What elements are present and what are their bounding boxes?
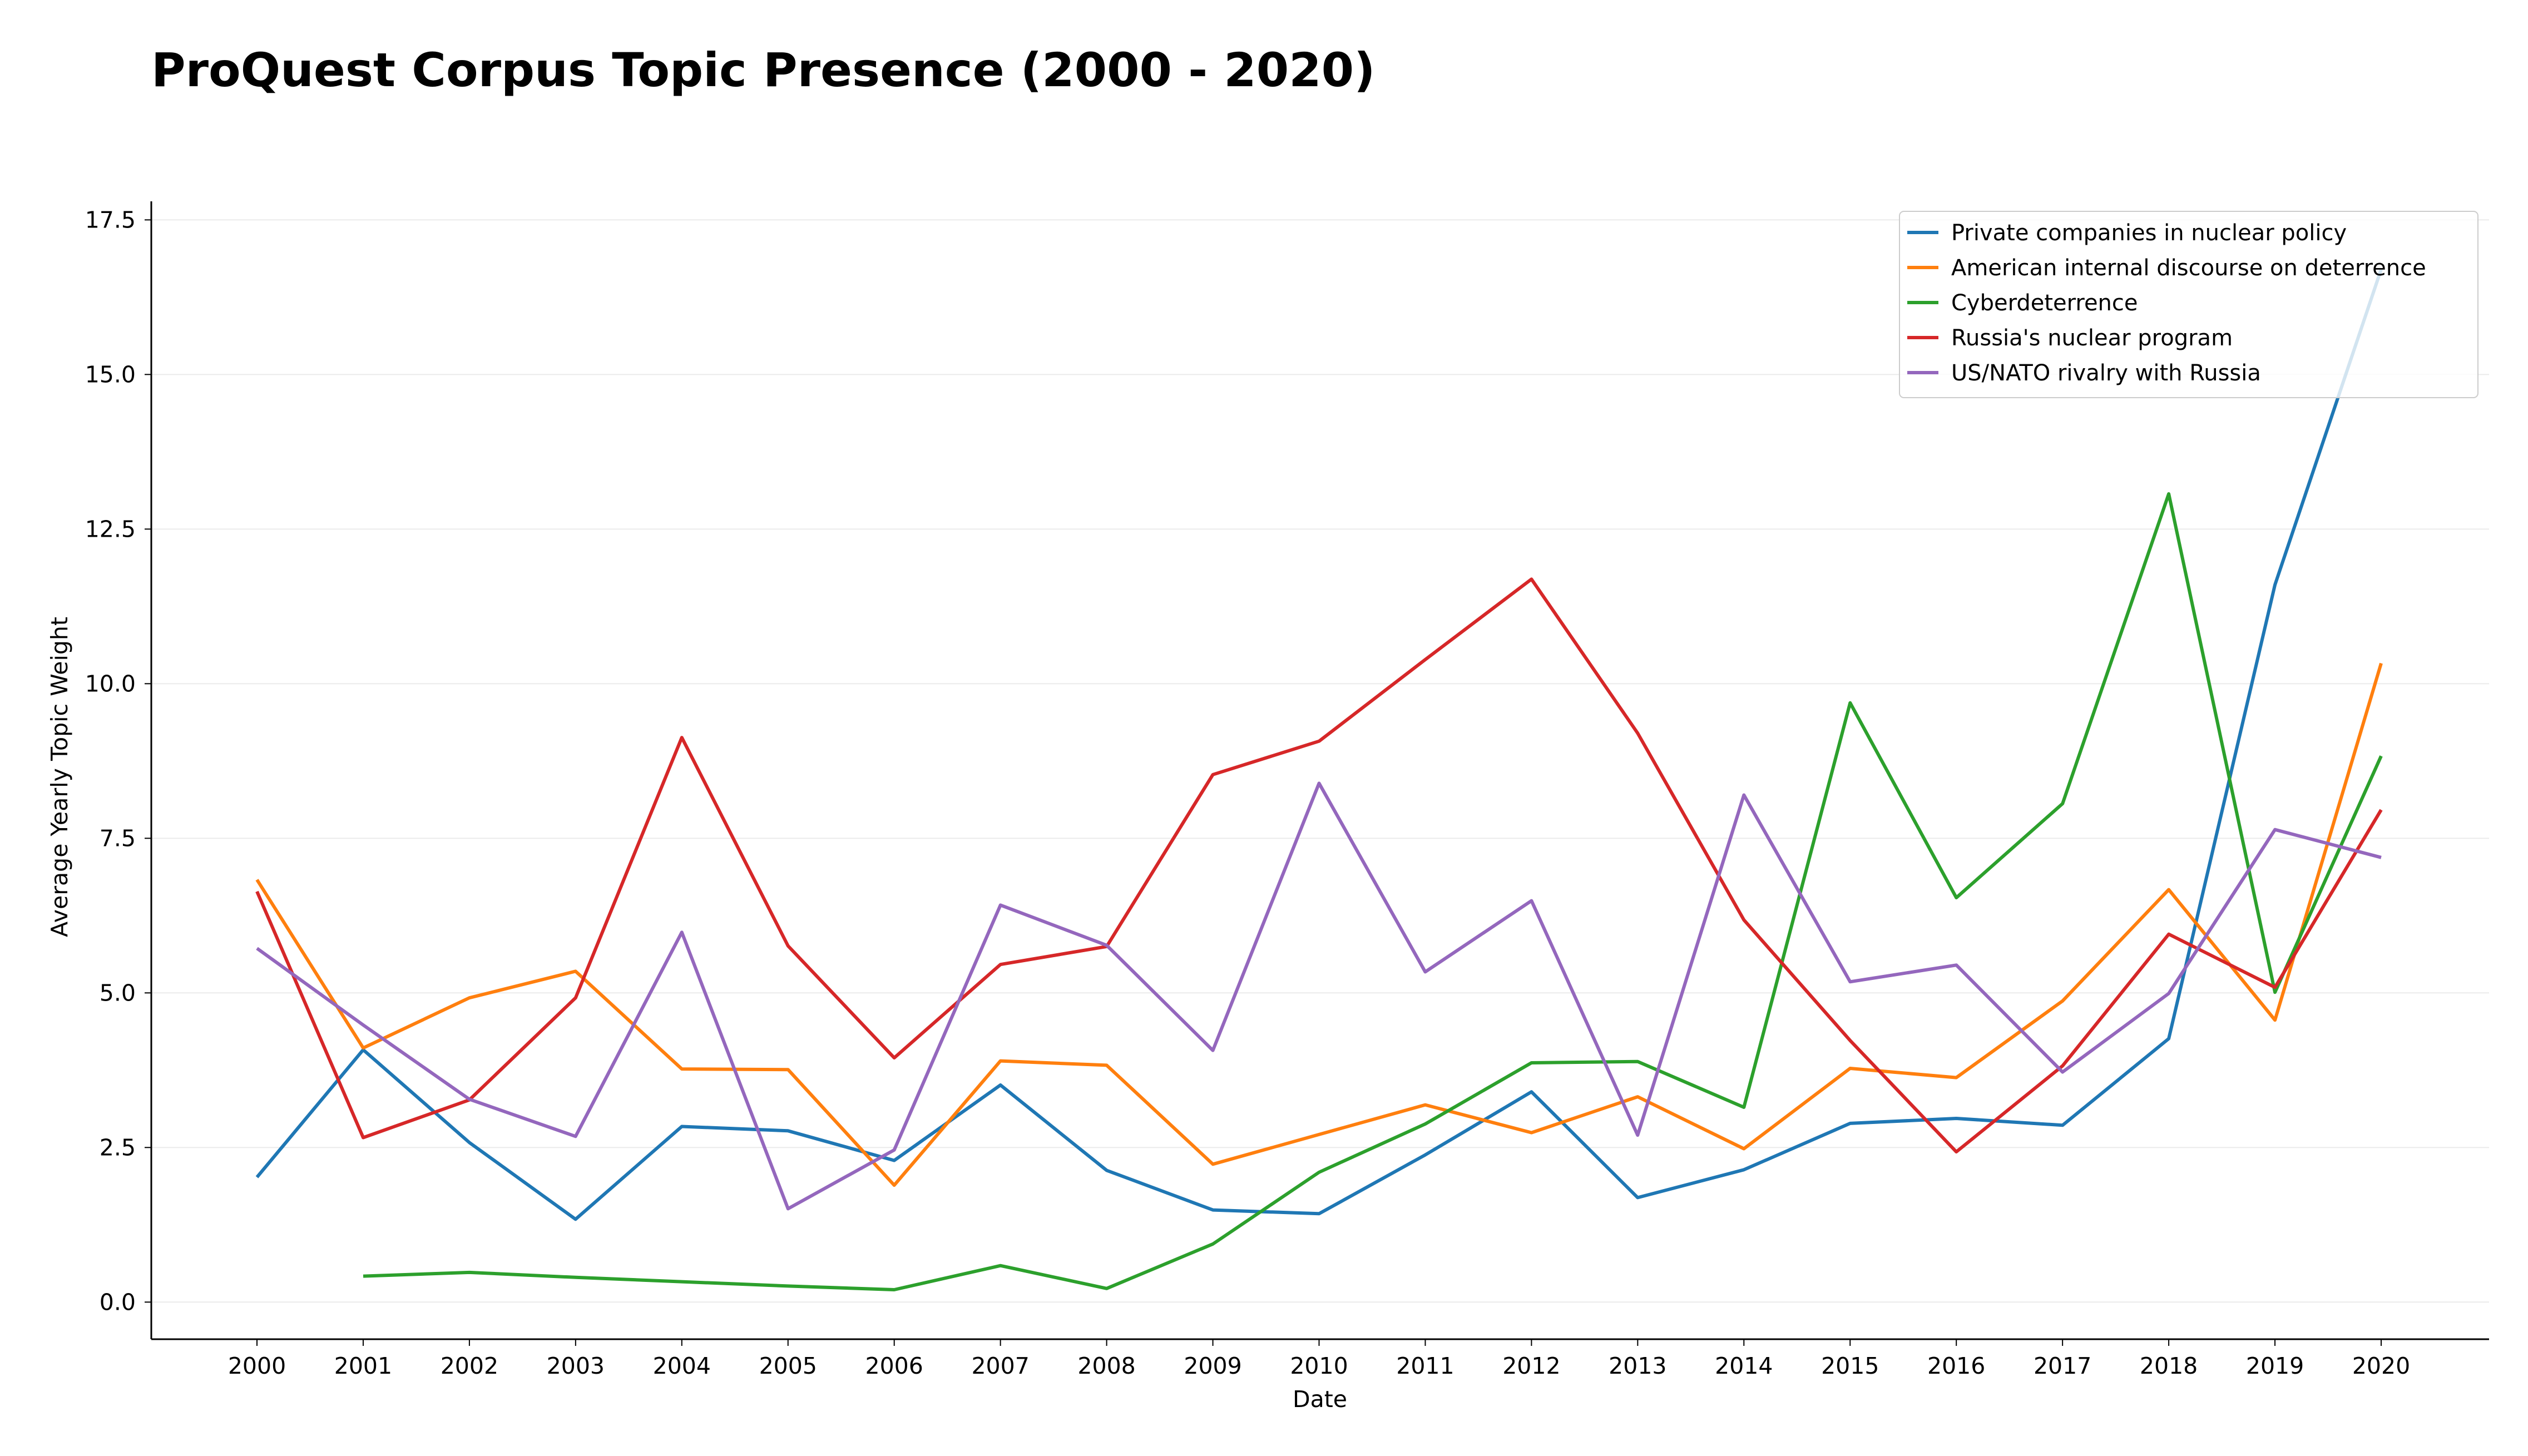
- x-tick-label: 2006: [865, 1353, 923, 1379]
- legend-label: Cyberdeterrence: [1951, 290, 2138, 316]
- series-1: [255, 269, 2383, 1221]
- x-tick-label: 2010: [1290, 1353, 1348, 1379]
- y-tick-label: 10.0: [85, 670, 136, 697]
- x-tick-label: 2019: [2246, 1353, 2304, 1379]
- x-tick-label: 2001: [334, 1353, 392, 1379]
- x-tick-label: 2011: [1396, 1353, 1454, 1379]
- x-tick-label: 2012: [1502, 1353, 1560, 1379]
- y-tick-label: 15.0: [85, 361, 136, 388]
- legend-label: Russia's nuclear program: [1951, 325, 2233, 351]
- legend: Private companies in nuclear policy Ameri…: [1899, 211, 2478, 398]
- axes: [150, 201, 2489, 1340]
- series-line: [255, 662, 2383, 1187]
- y-tick-label: 2.5: [100, 1134, 136, 1161]
- x-tick-label: 2014: [1715, 1353, 1773, 1379]
- x-axis-ticks: 2000 2001 2002 2003 2004 2005 2006 2007 2008 2009…: [228, 1339, 2410, 1379]
- x-tick-label: 2003: [547, 1353, 605, 1379]
- y-tick-label: 12.5: [85, 516, 136, 542]
- legend-box: [1899, 211, 2478, 398]
- x-tick-label: 2005: [759, 1353, 817, 1379]
- legend-label: US/NATO rivalry with Russia: [1951, 360, 2261, 386]
- x-tick-label: 2009: [1184, 1353, 1241, 1379]
- x-axis-label: Date: [1293, 1386, 1347, 1413]
- x-tick-label: 2000: [228, 1353, 286, 1379]
- series-4: [255, 577, 2383, 1154]
- series-lines: [255, 269, 2383, 1291]
- y-tick-label: 17.5: [85, 206, 136, 233]
- x-tick-label: 2007: [971, 1353, 1029, 1379]
- y-tick-label: 7.5: [100, 825, 136, 851]
- x-tick-label: 2008: [1077, 1353, 1135, 1379]
- x-tick-label: 2002: [441, 1353, 498, 1379]
- x-tick-label: 2015: [1821, 1353, 1879, 1379]
- series-line: [363, 492, 2383, 1291]
- x-tick-label: 2020: [2352, 1353, 2410, 1379]
- series-line: [255, 269, 2383, 1221]
- series-5: [256, 781, 2382, 1211]
- x-tick-label: 2016: [1927, 1353, 1985, 1379]
- y-tick-label: 0.0: [100, 1289, 136, 1315]
- x-tick-label: 2017: [2034, 1353, 2091, 1379]
- legend-label: Private companies in nuclear policy: [1951, 220, 2347, 246]
- y-tick-label: 5.0: [100, 979, 136, 1006]
- x-tick-label: 2018: [2140, 1353, 2198, 1379]
- series-2: [255, 662, 2383, 1187]
- series-line: [256, 781, 2382, 1211]
- series-3: [363, 492, 2383, 1291]
- chart-title: ProQuest Corpus Topic Presence (2000 - 2…: [151, 43, 1376, 97]
- x-tick-label: 2013: [1609, 1353, 1666, 1379]
- y-axis-ticks: 0.0 2.5 5.0 7.5 10.0 12.5 15.0 17.5: [85, 206, 151, 1315]
- series-line: [255, 577, 2383, 1154]
- legend-label: American internal discourse on deterrenc…: [1951, 255, 2426, 281]
- x-tick-label: 2004: [653, 1353, 711, 1379]
- y-axis-label: Average Yearly Topic Weight: [46, 617, 73, 937]
